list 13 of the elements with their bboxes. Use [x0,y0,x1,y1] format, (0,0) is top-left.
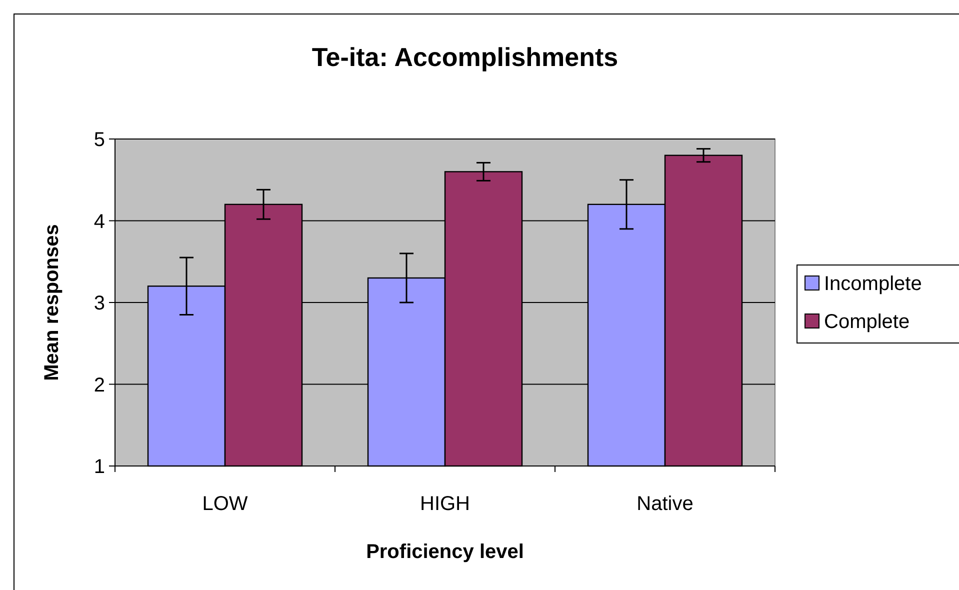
x-tick-label: Native [636,493,694,515]
y-tick-label: 2 [94,374,105,396]
legend-label: Incomplete [824,273,922,295]
y-tick-label: 4 [94,210,105,233]
x-tick-label: LOW [202,493,248,515]
x-tick-label: HIGH [420,493,470,515]
legend-label: Complete [824,311,910,333]
y-axis-title: Mean responses [41,224,63,381]
x-axis-title: Proficiency level [366,541,524,563]
chart-title: Te-ita: Accomplishments [312,42,618,72]
y-tick-label: 5 [94,129,105,151]
y-tick-label: 1 [94,456,105,478]
y-tick-label: 3 [94,292,105,314]
